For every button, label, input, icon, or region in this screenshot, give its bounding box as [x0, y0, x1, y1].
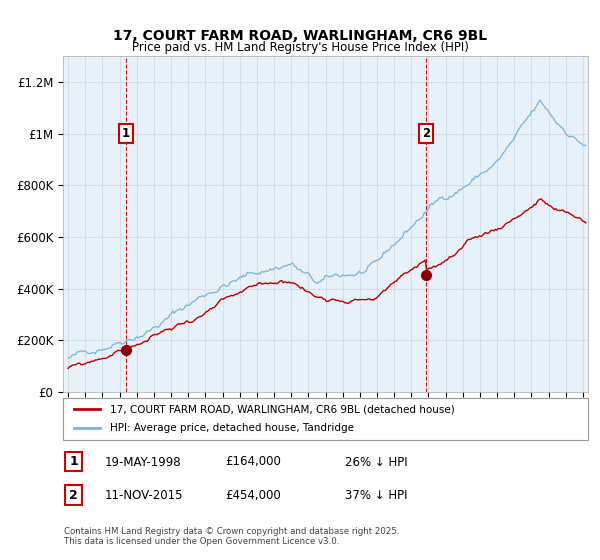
- Text: 19-MAY-1998: 19-MAY-1998: [105, 455, 182, 469]
- Text: 37% ↓ HPI: 37% ↓ HPI: [345, 489, 407, 502]
- FancyBboxPatch shape: [63, 398, 588, 440]
- Text: HPI: Average price, detached house, Tandridge: HPI: Average price, detached house, Tand…: [110, 423, 354, 433]
- Text: £164,000: £164,000: [225, 455, 281, 469]
- Text: 1: 1: [70, 455, 78, 468]
- Text: Contains HM Land Registry data © Crown copyright and database right 2025.
This d: Contains HM Land Registry data © Crown c…: [64, 526, 400, 546]
- Text: 26% ↓ HPI: 26% ↓ HPI: [345, 455, 407, 469]
- Text: 2: 2: [70, 488, 78, 502]
- Text: Price paid vs. HM Land Registry's House Price Index (HPI): Price paid vs. HM Land Registry's House …: [131, 41, 469, 54]
- Text: £454,000: £454,000: [225, 489, 281, 502]
- Text: 1: 1: [122, 127, 130, 140]
- Text: 17, COURT FARM ROAD, WARLINGHAM, CR6 9BL: 17, COURT FARM ROAD, WARLINGHAM, CR6 9BL: [113, 29, 487, 44]
- Text: 2: 2: [422, 127, 430, 140]
- Text: 11-NOV-2015: 11-NOV-2015: [105, 489, 184, 502]
- Text: 17, COURT FARM ROAD, WARLINGHAM, CR6 9BL (detached house): 17, COURT FARM ROAD, WARLINGHAM, CR6 9BL…: [110, 404, 455, 414]
